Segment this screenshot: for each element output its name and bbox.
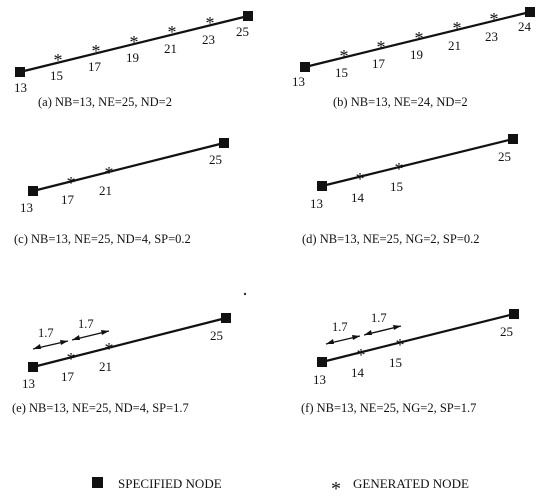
panel-d: * * 13 25 14 15 (d) NB=13, NE=25, NG=2, …	[302, 134, 518, 246]
specified-node-label: 13	[310, 196, 323, 211]
specified-node-marker	[15, 67, 25, 77]
generated-node-label: 14	[351, 365, 365, 380]
generated-node-marker: *	[168, 22, 177, 42]
element-line	[33, 143, 224, 191]
specified-node-label: 25	[209, 152, 222, 167]
panel-caption: (b) NB=13, NE=24, ND=2	[333, 95, 468, 109]
specified-node-label: 13	[313, 372, 326, 387]
specified-node-marker	[317, 181, 327, 191]
generated-node-marker: *	[377, 37, 386, 57]
asterisk-icon: *	[331, 478, 341, 496]
generated-node-label: 23	[485, 29, 498, 44]
specified-node-label: 25	[498, 149, 511, 164]
specified-node-marker	[219, 138, 229, 148]
specified-node-label: 13	[292, 74, 305, 89]
generated-node-marker: *	[490, 9, 499, 29]
generated-node-label: 19	[410, 47, 423, 62]
spacing-label: 1.7	[371, 311, 387, 325]
element-line	[322, 139, 513, 186]
specified-node-marker	[28, 186, 38, 196]
specified-node-label: 25	[210, 328, 223, 343]
specified-node-label: 25	[500, 324, 513, 339]
specified-node-marker	[243, 11, 253, 21]
generated-node-marker: *	[92, 41, 101, 61]
stray-dot	[244, 293, 246, 295]
generated-node-marker: *	[357, 345, 366, 365]
spacing-label: 1.7	[332, 320, 348, 334]
generated-node-marker: *	[130, 32, 139, 52]
legend: SPECIFIED NODE * GENERATED NODE	[92, 476, 469, 496]
filled-square-icon	[92, 477, 103, 488]
generated-node-marker: *	[415, 28, 424, 48]
specified-node-marker	[509, 309, 519, 319]
generated-node-marker: *	[340, 46, 349, 66]
legend-generated-label: GENERATED NODE	[353, 476, 469, 491]
generated-node-label: 17	[61, 369, 75, 384]
specified-node-label: 25	[236, 24, 249, 39]
panel-caption: (a) NB=13, NE=25, ND=2	[38, 95, 172, 109]
generated-node-label: 15	[335, 65, 348, 80]
specified-node-marker	[28, 362, 38, 372]
generated-node-marker: *	[453, 18, 462, 38]
generated-node-label: 15	[389, 355, 402, 370]
panel-e: * * 1.7 1.7 13 25 17 21 (e) NB=13, NE=25…	[12, 313, 231, 415]
generated-node-marker: *	[105, 339, 114, 359]
generated-node-label: 21	[164, 41, 177, 56]
panel-caption: (f) NB=13, NE=25, NG=2, SP=1.7	[301, 401, 476, 415]
panel-caption: (d) NB=13, NE=25, NG=2, SP=0.2	[302, 232, 480, 246]
generated-node-marker: *	[356, 169, 365, 189]
generated-node-marker: *	[105, 163, 114, 183]
specified-node-marker	[221, 313, 231, 323]
panel-b: * * * * * 13 24 15 17 19 21 23 (b) NB=13…	[292, 7, 535, 109]
generated-node-marker: *	[54, 50, 63, 70]
spacing-label: 1.7	[38, 326, 54, 340]
panel-f: * * 1.7 1.7 13 25 14 15 (f) NB=13, NE=25…	[301, 309, 519, 415]
panel-c: * * 13 25 17 21 (c) NB=13, NE=25, ND=4, …	[14, 138, 229, 246]
generated-node-label: 14	[351, 190, 365, 205]
generated-node-marker: *	[395, 159, 404, 179]
generated-node-marker: *	[67, 173, 76, 193]
spacing-label: 1.7	[78, 317, 94, 331]
generated-node-label: 21	[99, 359, 112, 374]
arrowhead-icon	[364, 330, 372, 335]
generated-node-label: 19	[126, 50, 139, 65]
generated-node-label: 21	[448, 38, 461, 53]
arrowhead-icon	[33, 344, 41, 349]
generated-node-label: 21	[99, 183, 112, 198]
specified-node-label: 13	[20, 200, 33, 215]
generated-node-label: 17	[61, 192, 75, 207]
generated-node-marker: *	[206, 13, 215, 33]
specified-node-label: 24	[518, 19, 532, 34]
arrowhead-icon	[326, 339, 334, 344]
specified-node-marker	[300, 62, 310, 72]
arrowhead-icon	[72, 335, 80, 340]
specified-node-marker	[525, 7, 535, 17]
specified-node-marker	[508, 134, 518, 144]
generated-node-label: 17	[88, 59, 102, 74]
panel-a: * * * * * 13 25 15 17 19 21 23 (a) NB=13…	[14, 11, 253, 109]
legend-specified-label: SPECIFIED NODE	[118, 476, 222, 491]
specified-node-label: 13	[22, 376, 35, 391]
generated-node-label: 23	[202, 32, 215, 47]
panel-caption: (c) NB=13, NE=25, ND=4, SP=0.2	[14, 232, 191, 246]
generated-node-label: 15	[390, 179, 403, 194]
generated-node-label: 15	[50, 68, 63, 83]
specified-node-label: 13	[14, 80, 27, 95]
generated-node-marker: *	[67, 349, 76, 369]
generated-node-label: 17	[372, 56, 386, 71]
generated-node-marker: *	[396, 335, 405, 355]
specified-node-marker	[317, 357, 327, 367]
panel-caption: (e) NB=13, NE=25, ND=4, SP=1.7	[12, 401, 189, 415]
